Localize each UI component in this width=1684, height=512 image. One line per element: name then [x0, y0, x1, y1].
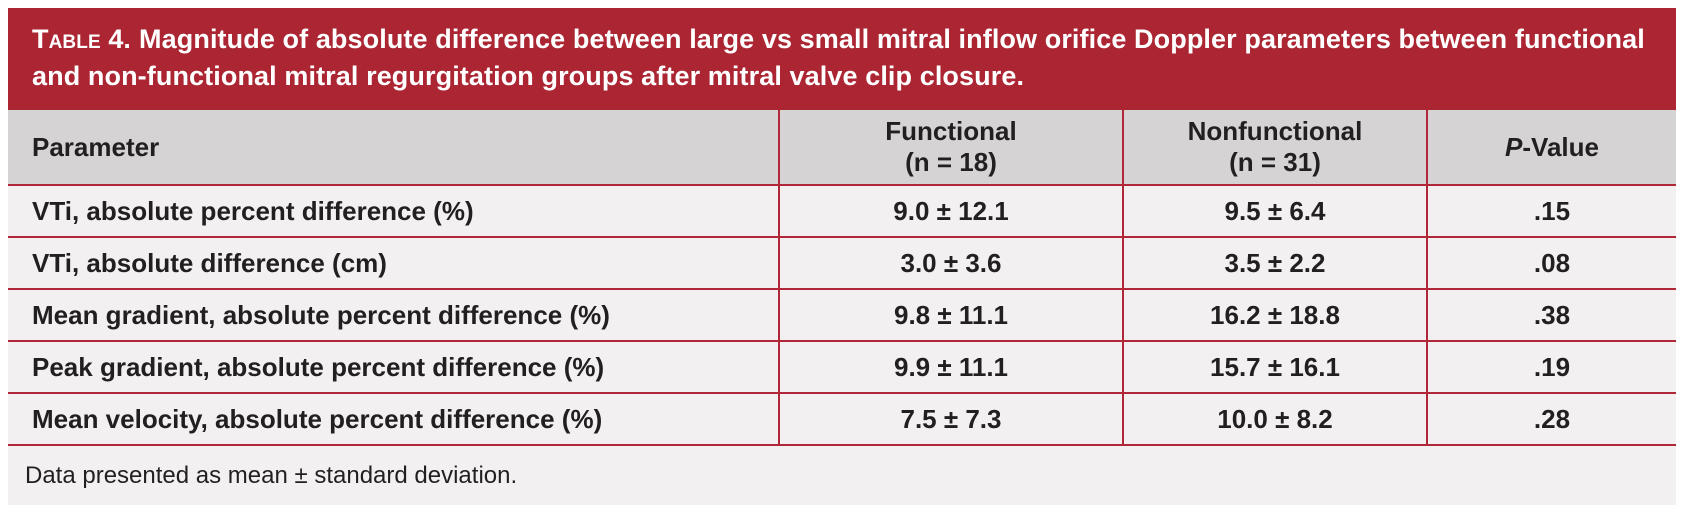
parameter-cell: VTi, absolute percent difference (%) [32, 195, 474, 226]
functional-cell: 9.9 ± 11.1 [778, 342, 1122, 392]
p-value-italic-p: P [1505, 131, 1523, 162]
p-value-cell: .08 [1426, 238, 1676, 288]
nonfunctional-cell: 15.7 ± 16.1 [1122, 342, 1426, 392]
parameter-cell: Mean velocity, absolute percent differen… [32, 403, 603, 434]
functional-n: (n = 18) [905, 147, 997, 177]
column-header-p-value: P -Value [1426, 110, 1676, 184]
parameter-cell: Mean gradient, absolute percent differen… [32, 299, 610, 330]
nonfunctional-cell: 9.5 ± 6.4 [1122, 186, 1426, 236]
functional-cell: 3.0 ± 3.6 [778, 238, 1122, 288]
functional-cell: 9.0 ± 12.1 [778, 186, 1122, 236]
column-header-row: Parameter Functional (n = 18) Nonfunctio… [8, 110, 1676, 184]
footnote-text: Data presented as mean ± standard deviat… [25, 461, 518, 489]
p-value-rest: -Value [1522, 131, 1599, 162]
table-row: VTi, absolute difference (cm) 3.0 ± 3.6 … [8, 236, 1676, 288]
table-title-text: Magnitude of absolute difference between… [32, 24, 1645, 91]
nonfunctional-n: (n = 31) [1229, 147, 1321, 177]
functional-label: Functional [885, 116, 1017, 146]
functional-cell: 9.8 ± 11.1 [778, 290, 1122, 340]
table-row: Mean velocity, absolute percent differen… [8, 392, 1676, 444]
nonfunctional-cell: 3.5 ± 2.2 [1122, 238, 1426, 288]
column-header-nonfunctional: Nonfunctional (n = 31) [1122, 110, 1426, 184]
nonfunctional-cell: 16.2 ± 18.8 [1122, 290, 1426, 340]
parameter-cell: VTi, absolute difference (cm) [32, 247, 387, 278]
table-title-banner: Table 4. Magnitude of absolute difference… [8, 8, 1676, 110]
column-header-functional: Functional (n = 18) [778, 110, 1122, 184]
p-value-cell: .15 [1426, 186, 1676, 236]
table-row: Peak gradient, absolute percent differen… [8, 340, 1676, 392]
column-header-parameter: Parameter [32, 131, 160, 162]
p-value-cell: .38 [1426, 290, 1676, 340]
nonfunctional-label: Nonfunctional [1187, 116, 1363, 146]
table-title: Table 4. Magnitude of absolute difference… [32, 21, 1650, 95]
table-body: VTi, absolute percent difference (%) 9.0… [8, 184, 1676, 444]
table-row: Mean gradient, absolute percent differen… [8, 288, 1676, 340]
table-footnote-row: Data presented as mean ± standard deviat… [8, 444, 1676, 505]
functional-cell: 7.5 ± 7.3 [778, 394, 1122, 444]
p-value-cell: .19 [1426, 342, 1676, 392]
table-row: VTi, absolute percent difference (%) 9.0… [8, 184, 1676, 236]
p-value-cell: .28 [1426, 394, 1676, 444]
table-4: Table 4. Magnitude of absolute difference… [8, 8, 1676, 505]
table-number-label: Table 4. [32, 24, 132, 54]
parameter-cell: Peak gradient, absolute percent differen… [32, 351, 605, 382]
nonfunctional-cell: 10.0 ± 8.2 [1122, 394, 1426, 444]
